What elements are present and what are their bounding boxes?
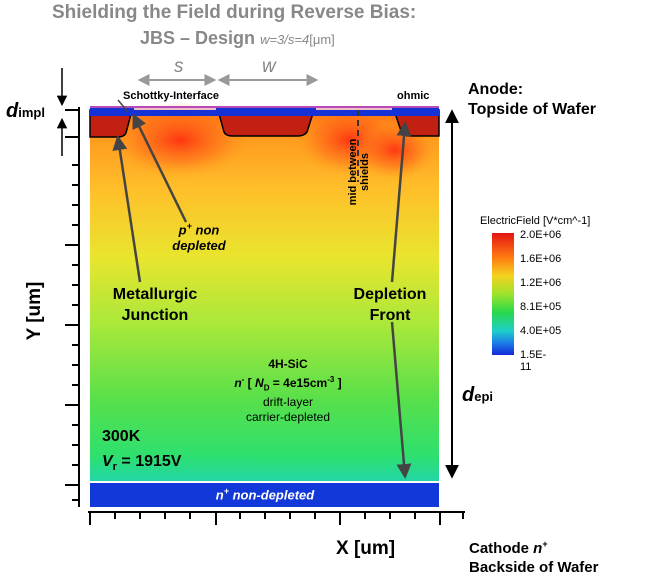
title-params: w=3/s=4 <box>260 32 310 47</box>
temperature-label: 300K <box>102 428 141 445</box>
metallurgic-arrow <box>112 135 142 283</box>
p-non-depleted-label: p+ non depleted <box>172 221 226 254</box>
depletion-arrow-down <box>390 321 412 479</box>
schottky-opening-2 <box>316 107 392 110</box>
title-line-1: Shielding the Field during Reverse Bias: <box>52 2 417 23</box>
legend-tick: 1.5E-11 <box>520 349 547 373</box>
n-non-depleted-label: n+ non-depleted <box>215 486 315 503</box>
title-line-2: JBS – Design w=3/s=4[μm] <box>140 28 335 49</box>
x-axis-label: X [um] <box>336 538 396 559</box>
x-axis <box>88 511 465 525</box>
y-axis-label: Y [um] <box>24 281 45 341</box>
schottky-opening-1 <box>134 107 216 110</box>
reverse-voltage-label: Vr = 1915V <box>102 453 182 474</box>
title-design: JBS – Design <box>140 28 256 48</box>
legend-tick: 8.1E+05 <box>520 301 562 313</box>
schottky-interface-label: Schottky-Interface <box>123 90 219 102</box>
p-nondepleted-arrow <box>132 113 188 223</box>
legend-title: ElectricField [V*cm^-1] <box>480 215 591 227</box>
material-block: 4H-SiC n- [ ND = 4e15cm-3 ] drift-layer … <box>234 357 342 425</box>
legend-tick: 1.6E+06 <box>520 253 562 265</box>
metallurgic-junction-label: Metallurgic Junction <box>112 286 198 324</box>
depletion-arrow-up <box>390 121 412 283</box>
s-label: s <box>174 56 184 77</box>
title-unit: [μm] <box>309 32 335 47</box>
ohmic-label: ohmic <box>397 90 430 102</box>
legend-tick: 4.0E+05 <box>520 325 562 337</box>
anode-label: Anode: Topside of Wafer <box>468 81 596 118</box>
legend-tick: 1.2E+06 <box>520 277 562 289</box>
mid-between-shields-label: mid between shields <box>347 138 371 206</box>
d-epi-label: depi <box>462 384 494 406</box>
schottky-arrow <box>117 99 129 113</box>
legend-tick: 2.0E+06 <box>520 229 562 241</box>
cathode-label: Cathode n+ Backside of Wafer <box>469 539 599 576</box>
n-plus-substrate <box>90 483 439 507</box>
y-axis <box>65 107 80 507</box>
implant-top-layer <box>90 107 439 116</box>
d-impl-label: dimpl <box>6 100 45 122</box>
p-shield-mid <box>217 109 316 137</box>
depletion-front-label: Depletion Front <box>353 286 427 324</box>
w-label: w <box>262 56 276 77</box>
legend-colorbar <box>492 233 514 355</box>
